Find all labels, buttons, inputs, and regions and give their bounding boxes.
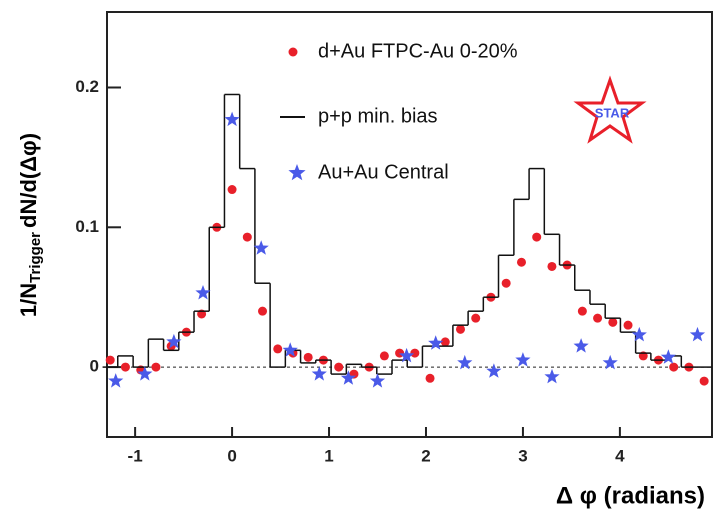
data-point (593, 313, 603, 323)
data-point (660, 349, 676, 364)
data-point (516, 257, 526, 267)
data-point (577, 306, 587, 316)
x-tick-label: 4 (615, 446, 625, 465)
data-point (440, 337, 450, 347)
logo-star (573, 75, 647, 144)
x-tick-label: 3 (518, 446, 527, 465)
y-label-sub: Trigger (27, 232, 44, 283)
data-point (547, 261, 557, 271)
legend-marker (288, 164, 306, 181)
y-label-rest: dN/d(Δφ) (16, 133, 41, 228)
data-point (699, 376, 709, 386)
data-point (623, 320, 633, 330)
legend-label: p+p min. bias (318, 105, 438, 127)
data-point (602, 354, 618, 370)
data-point (195, 285, 211, 300)
data-point (532, 232, 542, 242)
data-point (166, 333, 182, 349)
data-point (379, 351, 389, 361)
data-point (425, 373, 435, 383)
y-tick-label: 0.1 (75, 217, 99, 236)
y-axis-label: 1/NTrigger dN/d(Δφ) (16, 133, 44, 317)
legend-label: d+Au FTPC-Au 0-20% (318, 40, 518, 62)
data-point (428, 335, 444, 350)
data-point (282, 342, 298, 357)
data-point (253, 240, 269, 255)
data-point (399, 347, 415, 363)
x-tick-label: 0 (227, 446, 236, 465)
data-point (501, 278, 511, 288)
data-point (227, 185, 237, 195)
y-tick-label: 0 (90, 357, 99, 376)
x-tick-label: 1 (324, 446, 333, 465)
data-point (573, 338, 589, 353)
data-point (457, 354, 473, 370)
data-point (631, 326, 647, 342)
data-point (120, 362, 130, 372)
x-tick-label: 2 (421, 446, 430, 465)
data-point (486, 363, 502, 378)
data-point (669, 362, 679, 372)
data-point (273, 344, 283, 354)
data-point (515, 352, 531, 367)
y-tick-label: 0.2 (75, 77, 99, 96)
data-point (369, 373, 386, 388)
plot-frame (106, 11, 713, 438)
data-point (242, 232, 252, 242)
data-point (689, 326, 706, 342)
data-point (544, 368, 560, 384)
data-point (471, 313, 481, 323)
legend-marker (288, 47, 298, 57)
data-point (410, 348, 420, 358)
y-label-main: 1/N (16, 283, 41, 317)
data-point (137, 366, 153, 381)
x-axis-label: Δ φ (radians) (556, 482, 705, 509)
data-point (151, 362, 161, 372)
data-point (608, 317, 618, 327)
data-point (334, 362, 344, 372)
data-point (340, 370, 356, 385)
data-point (455, 324, 465, 334)
data-point (224, 111, 240, 127)
data-point (303, 352, 313, 362)
data-point (311, 366, 327, 381)
logo-text: STAR (595, 105, 630, 120)
legend-label: Au+Au Central (318, 161, 449, 183)
x-tick-label: -1 (128, 446, 143, 465)
data-point (105, 355, 115, 365)
data-point (258, 306, 268, 316)
data-point (108, 373, 124, 388)
